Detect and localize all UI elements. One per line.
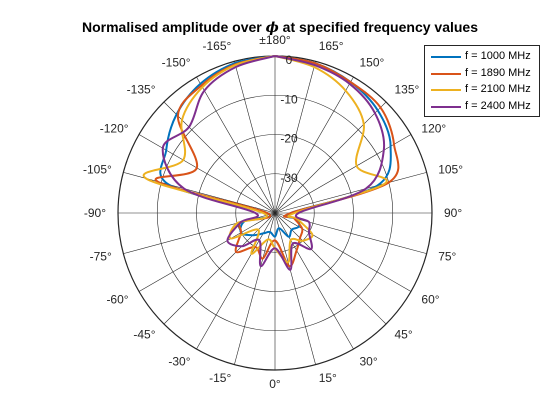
theta-tick-label: 45° — [395, 328, 413, 342]
theta-tick-label: -60° — [106, 293, 128, 307]
theta-tick-label: 0° — [269, 377, 281, 391]
tick-labels: 0° 15° 30° 45° 60° 75° 90° 105° 120° 135° 150° 165°… — [83, 33, 463, 391]
legend-label: f = 1000 MHz — [465, 50, 531, 62]
legend-swatch — [431, 72, 461, 75]
title-suffix: at specified frequency values — [278, 19, 478, 35]
theta-tick-label: 105° — [438, 162, 463, 176]
theta-grid-spoke — [274, 61, 316, 214]
theta-tick-label: 120° — [421, 122, 446, 136]
theta-tick-label: 75° — [438, 250, 456, 264]
legend-item: f = 2100 MHz — [425, 82, 539, 98]
theta-grid-spoke — [274, 212, 427, 254]
theta-grid-spoke — [274, 134, 412, 214]
legend-label: f = 1890 MHz — [465, 66, 531, 79]
theta-grid-spoke — [234, 212, 276, 365]
legend-item: f = 1890 MHz — [425, 66, 539, 82]
title-prefix: Normalised amplitude over — [82, 19, 266, 35]
series-line — [159, 55, 392, 238]
theta-tick-label: -75° — [90, 250, 112, 264]
theta-tick-label: 60° — [421, 293, 439, 307]
theta-tick-label: ±180° — [259, 33, 291, 47]
theta-tick-label: -90° — [84, 206, 106, 220]
series-line — [154, 55, 400, 268]
legend-label: f = 2100 MHz — [465, 83, 531, 95]
theta-tick-label: -30° — [168, 354, 190, 368]
legend-swatch — [431, 56, 461, 58]
polar-grid — [117, 55, 433, 371]
theta-tick-label: 30° — [360, 354, 378, 368]
theta-grid-spoke — [138, 134, 276, 214]
theta-tick-label: 165° — [319, 39, 344, 53]
theta-tick-label: -105° — [83, 162, 112, 176]
theta-tick-label: -150° — [162, 56, 191, 70]
theta-tick-label: -120° — [100, 122, 129, 136]
theta-grid-spoke — [274, 212, 387, 325]
theta-grid-spoke — [274, 172, 427, 214]
chart-title: Normalised amplitude over ϕ at specified… — [0, 19, 560, 36]
theta-grid-spoke — [274, 101, 387, 214]
theta-tick-label: 15° — [319, 371, 337, 385]
legend-swatch — [431, 105, 461, 108]
theta-tick-label: -135° — [127, 83, 156, 97]
r-tick-label: -30 — [280, 171, 298, 185]
r-tick-label: 0 — [286, 53, 293, 67]
theta-grid-spoke — [274, 212, 316, 365]
theta-grid-spoke — [274, 76, 354, 214]
legend-swatch — [431, 89, 461, 91]
theta-tick-label: -15° — [209, 371, 231, 385]
theta-tick-label: 150° — [360, 56, 385, 70]
r-tick-label: -20 — [280, 132, 298, 146]
theta-tick-label: 90° — [444, 206, 462, 220]
theta-grid-spoke — [274, 212, 412, 292]
theta-tick-label: -165° — [202, 39, 231, 53]
r-tick-label: -10 — [280, 92, 298, 106]
theta-grid-spoke — [196, 212, 276, 350]
legend-item: f = 1000 MHz — [425, 49, 539, 65]
theta-grid-spoke — [163, 212, 276, 325]
theta-tick-label: -45° — [133, 328, 155, 342]
data-curves — [142, 55, 400, 271]
legend-item: f = 2400 MHz — [425, 99, 539, 115]
theta-grid-spoke — [138, 212, 276, 292]
theta-grid-spoke — [234, 61, 276, 214]
legend-label: f = 2400 MHz — [465, 99, 531, 112]
series-line — [161, 55, 386, 271]
legend: f = 1000 MHz f = 1890 MHz f = 2100 MHz f = … — [424, 45, 540, 117]
theta-grid-spoke — [196, 76, 276, 214]
title-phi-symbol: ϕ — [265, 20, 279, 36]
theta-tick-label: 135° — [395, 83, 420, 97]
